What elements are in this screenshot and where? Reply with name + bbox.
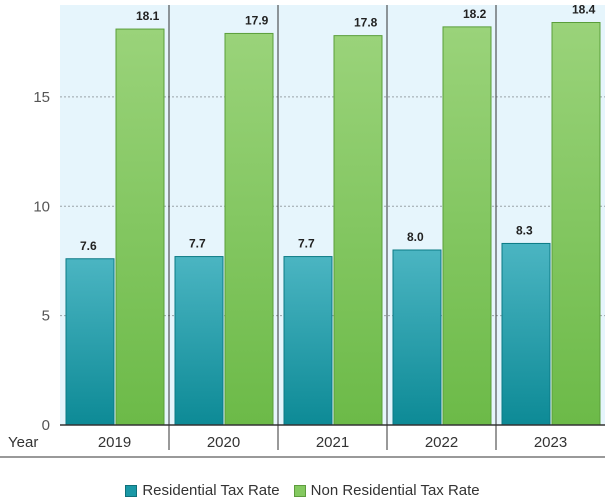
- legend-label-non-residential: Non Residential Tax Rate: [310, 482, 480, 499]
- x-tick-label: 2019: [98, 434, 131, 451]
- bar-non-residential: [333, 35, 383, 426]
- y-tick-label: 5: [42, 308, 50, 325]
- bar-residential: [392, 249, 442, 426]
- data-labels: 7.6 18.1 7.7 17.9 7.7 17.8 8.0 18.2 8.3 18.4: [80, 3, 596, 253]
- y-tick-label: 10: [33, 198, 50, 215]
- data-label: 8.0: [407, 230, 424, 244]
- data-label: 7.7: [298, 237, 315, 251]
- legend-label-residential: Residential Tax Rate: [142, 482, 280, 499]
- data-label: 18.1: [136, 9, 160, 23]
- data-label: 18.2: [463, 7, 487, 21]
- bar-residential: [65, 258, 115, 426]
- data-label: 7.7: [189, 237, 206, 251]
- y-tick-label: 15: [33, 89, 50, 106]
- x-tick-label: 2020: [207, 434, 240, 451]
- legend-item-residential: Residential Tax Rate: [125, 482, 280, 499]
- bar-non-residential: [224, 32, 274, 426]
- data-label: 17.8: [354, 16, 378, 30]
- x-tick-label: 2021: [316, 434, 349, 451]
- bar-residential: [283, 256, 333, 426]
- y-tick-label: 0: [42, 417, 50, 434]
- data-label: 18.4: [572, 3, 596, 17]
- x-axis-label: Year: [8, 434, 38, 451]
- legend-item-non-residential: Non Residential Tax Rate: [293, 482, 480, 499]
- data-label: 7.6: [80, 239, 97, 253]
- bar-non-residential: [115, 28, 165, 426]
- bar-residential: [501, 242, 551, 426]
- bar-chart: 7.6 18.1 7.7 17.9 7.7 17.8 8.0 18.2 8.3 18.4 0 5 10…: [0, 3, 605, 458]
- data-label: 17.9: [245, 13, 269, 27]
- bar-non-residential: [551, 22, 601, 426]
- bar-non-residential: [442, 26, 492, 426]
- bar-residential: [174, 256, 224, 426]
- x-tick-label: 2023: [534, 434, 567, 451]
- data-label: 8.3: [516, 223, 533, 237]
- legend-swatch-residential: [125, 484, 138, 497]
- legend-swatch-non-residential: [293, 484, 306, 497]
- x-tick-label: 2022: [425, 434, 458, 451]
- axes: 0 5 10 15 2019 2020 2021 2022 2023 Year: [0, 5, 605, 458]
- legend: Residential Tax Rate Non Residential Tax…: [0, 482, 605, 499]
- bars: [65, 22, 601, 426]
